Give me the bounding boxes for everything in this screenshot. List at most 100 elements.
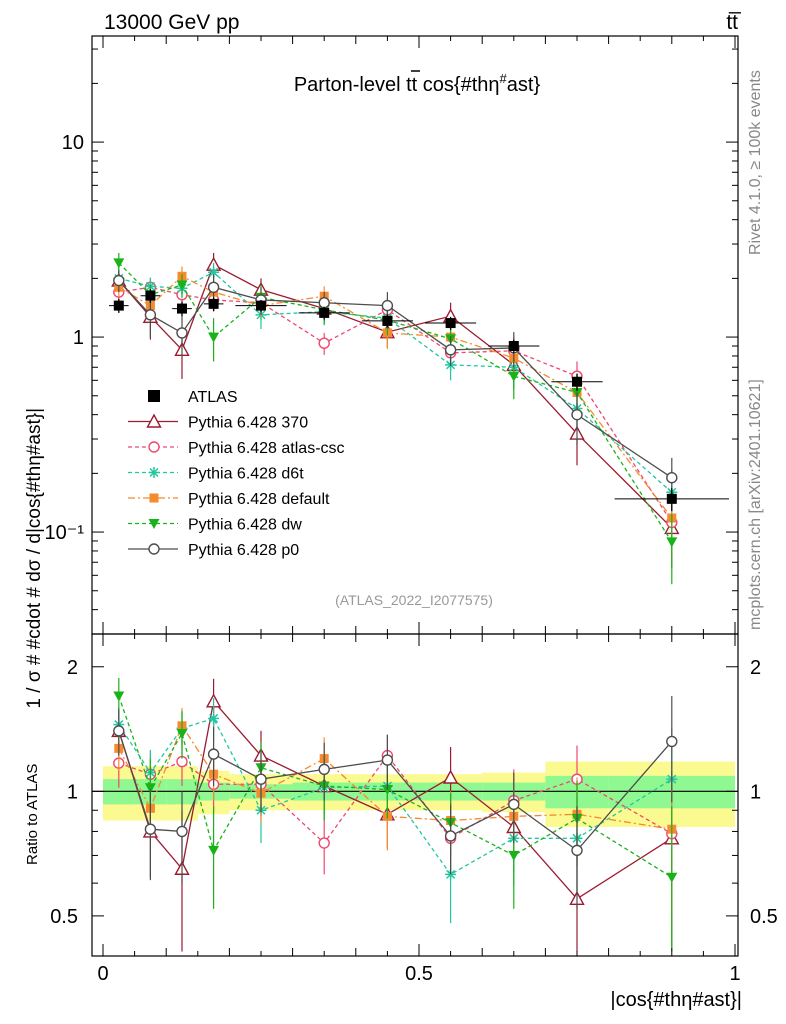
x-axis-label: |cos{#thη#ast}| bbox=[610, 989, 742, 1011]
ratio-point-atlas-csc bbox=[318, 837, 330, 849]
data-point-atlas bbox=[319, 307, 330, 318]
x-tick-label: 0 bbox=[97, 963, 108, 985]
data-point-atlas bbox=[256, 300, 266, 311]
data-point-p0 bbox=[207, 281, 220, 293]
data-point-p0 bbox=[381, 299, 394, 312]
ratio-point-p0 bbox=[508, 798, 520, 811]
data-point-p0 bbox=[318, 297, 330, 309]
legend-label-atlas: ATLAS bbox=[188, 389, 238, 406]
data-point-atlas bbox=[445, 318, 456, 329]
chart-title: Parton-level tt cos{#thη#ast} bbox=[294, 71, 541, 96]
legend-item-atlas: ATLAS bbox=[148, 389, 238, 406]
chart-title-sup: # bbox=[500, 71, 508, 86]
y-tick-label: 1 bbox=[73, 327, 84, 349]
process-label: tt̅ bbox=[726, 11, 742, 34]
ratio-tick-label-left: 1 bbox=[67, 781, 78, 803]
ratio-series-p0 bbox=[113, 695, 678, 909]
legend-label-atlas-csc: Pythia 6.428 atlas-csc bbox=[188, 440, 345, 457]
x-tick-label: 1 bbox=[729, 963, 740, 985]
legend-label-p0: Pythia 6.428 p0 bbox=[188, 542, 299, 559]
ratio-tick-label-left: 0.5 bbox=[50, 906, 78, 928]
ratio-point-d6t bbox=[208, 712, 220, 724]
main-panel bbox=[109, 252, 729, 585]
legend-item-d6t: Pythia 6.428 d6t bbox=[128, 466, 304, 483]
ratio-point-dw bbox=[381, 785, 393, 796]
legend-marker-default bbox=[149, 493, 159, 503]
mcplots-label: mcplots.cern.ch [arXiv:2401.10621] bbox=[747, 379, 764, 630]
ratio-point-p0 bbox=[176, 825, 188, 838]
chart-title-prefix: Parton-level bbox=[294, 74, 406, 96]
data-point-p0 bbox=[444, 344, 457, 356]
ratio-point-dw bbox=[113, 691, 125, 702]
legend: ATLAS Pythia 6.428 370 Pythia 6.428 atlas-… bbox=[128, 389, 345, 559]
ratio-point-dw bbox=[176, 728, 188, 739]
ratio-point-dw bbox=[666, 872, 678, 883]
data-point-atlas bbox=[666, 493, 677, 504]
ratio-point-dw bbox=[208, 845, 220, 856]
rivet-label: Rivet 4.1.0, ≥ 100k events bbox=[747, 70, 764, 255]
legend-marker-d6t bbox=[148, 467, 160, 478]
series-p0 bbox=[113, 270, 678, 504]
ratio-point-p0 bbox=[666, 735, 678, 748]
ratio-panel bbox=[92, 677, 738, 952]
x-tick-label: 0.5 bbox=[405, 963, 433, 985]
legend-item-default: Pythia 6.428 default bbox=[128, 491, 330, 508]
ratio-point-p0 bbox=[207, 748, 220, 760]
ratio-tick-label-right: 0.5 bbox=[750, 906, 778, 928]
data-point-p0 bbox=[571, 408, 583, 421]
series-atlas-data bbox=[109, 289, 729, 512]
ratio-point-p0 bbox=[381, 754, 394, 766]
legend-item-atlas-csc: Pythia 6.428 atlas-csc bbox=[128, 440, 345, 457]
data-point-p0 bbox=[144, 309, 157, 321]
ratio-point-p0 bbox=[571, 844, 583, 857]
legend-label-default: Pythia 6.428 default bbox=[188, 491, 330, 508]
ratio-y-axis-label: Ratio to ATLAS bbox=[24, 764, 41, 865]
data-point-dw bbox=[666, 537, 678, 548]
ratio-point-370 bbox=[442, 769, 459, 784]
chart-title-end: ast} bbox=[507, 74, 541, 96]
series-line-dw bbox=[118, 262, 673, 543]
analysis-tag: (ATLAS_2022_I2077575) bbox=[335, 592, 493, 608]
data-point-d6t-stroke bbox=[209, 267, 219, 277]
legend-item-370: Pythia 6.428 370 bbox=[128, 413, 308, 432]
y-axis-label: 1 / σ # #cdot # dσ / d|cos{#thη#ast}| bbox=[24, 408, 45, 709]
data-point-p0 bbox=[113, 274, 125, 287]
legend-item-dw: Pythia 6.428 dw bbox=[128, 517, 302, 534]
data-point-atlas bbox=[208, 298, 219, 309]
legend-marker-370 bbox=[146, 413, 162, 428]
legend-label-dw: Pythia 6.428 dw bbox=[188, 517, 302, 534]
legend-label-370: Pythia 6.428 370 bbox=[188, 415, 308, 432]
data-point-atlas-csc bbox=[318, 337, 330, 349]
data-point-p0 bbox=[666, 471, 678, 484]
data-point-p0 bbox=[176, 327, 188, 339]
data-point-atlas bbox=[508, 340, 519, 351]
ratio-point-p0 bbox=[113, 725, 125, 737]
ratio-point-p0 bbox=[444, 830, 457, 842]
data-point-dw bbox=[176, 280, 188, 291]
data-point-dw bbox=[508, 371, 520, 382]
legend-marker-atlas bbox=[148, 390, 160, 402]
legend-marker-d6t-stroke bbox=[149, 467, 159, 478]
y-tick-label: 10 bbox=[62, 132, 84, 154]
legend-item-p0: Pythia 6.428 p0 bbox=[128, 542, 299, 559]
legend-marker-atlas-csc bbox=[148, 441, 160, 453]
legend-marker-p0 bbox=[148, 543, 160, 555]
data-point-atlas bbox=[145, 290, 156, 301]
ratio-frame bbox=[91, 633, 739, 957]
data-point-atlas bbox=[572, 376, 582, 387]
data-point-atlas bbox=[113, 300, 124, 311]
data-point-atlas bbox=[382, 315, 393, 326]
chart-title-tt: tt bbox=[406, 74, 418, 96]
ratio-point-d6t-stroke bbox=[209, 713, 219, 723]
data-point-dw bbox=[208, 332, 220, 343]
ratio-point-p0 bbox=[144, 823, 157, 835]
ratio-tick-label-right: 2 bbox=[750, 657, 761, 679]
collision-label: 13000 GeV pp bbox=[104, 11, 239, 34]
ratio-point-p0 bbox=[318, 763, 330, 776]
legend-marker-dw bbox=[148, 519, 160, 529]
ratio-tick-label-left: 2 bbox=[67, 657, 78, 679]
legend-label-d6t: Pythia 6.428 d6t bbox=[188, 466, 304, 483]
y-tick-label: 10⁻¹ bbox=[45, 522, 85, 544]
data-point-dw bbox=[113, 258, 125, 269]
